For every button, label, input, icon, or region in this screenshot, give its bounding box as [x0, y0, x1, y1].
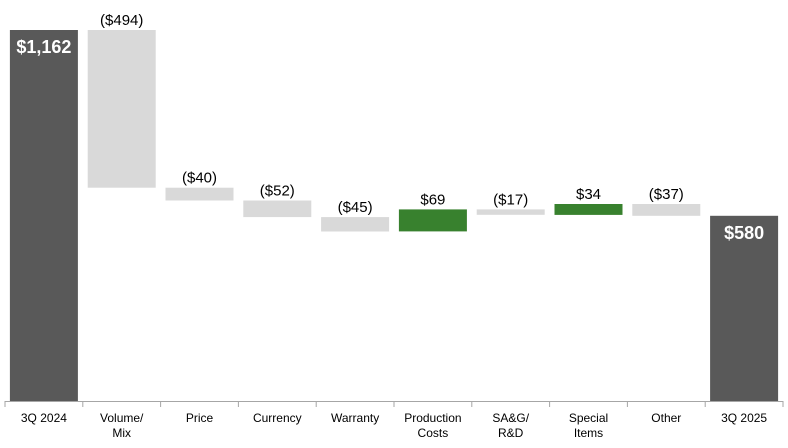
- data-label-4: ($45): [338, 199, 373, 216]
- data-label-7: $34: [576, 186, 601, 203]
- category-label-1-0: Volume/: [100, 411, 144, 425]
- category-label-0-0: 3Q 2024: [21, 411, 67, 425]
- category-label-9-0: 3Q 2025: [721, 411, 767, 425]
- category-label-4-0: Warranty: [331, 411, 379, 425]
- data-label-3: ($52): [260, 183, 295, 200]
- bar-0: [9, 30, 78, 401]
- category-label-6-1: R&D: [498, 426, 524, 440]
- category-label-5-0: Production: [404, 411, 461, 425]
- category-label-3-0: Currency: [253, 411, 302, 425]
- category-label-5-1: Costs: [418, 426, 449, 440]
- bar-9: [710, 215, 779, 401]
- category-label-7-0: Special: [569, 411, 608, 425]
- data-label-8: ($37): [649, 186, 684, 203]
- bar-5: [398, 209, 467, 232]
- bar-2: [165, 187, 234, 201]
- category-label-8-0: Other: [651, 411, 681, 425]
- bar-7: [554, 204, 623, 215]
- category-label-1-1: Mix: [112, 426, 131, 440]
- data-label-5: $69: [420, 191, 445, 208]
- data-label-1: ($494): [100, 12, 143, 29]
- total-label-0: $1,162: [16, 37, 71, 57]
- bar-1: [87, 30, 156, 188]
- category-label-6-0: SA&G/: [492, 411, 529, 425]
- data-label-2: ($40): [182, 170, 217, 187]
- bar-8: [632, 204, 701, 216]
- bar-6: [476, 209, 545, 215]
- category-label-7-1: Items: [574, 426, 603, 440]
- bar-3: [243, 200, 312, 218]
- bar-4: [321, 217, 390, 232]
- total-label-9: $580: [724, 223, 764, 243]
- data-label-6: ($17): [493, 191, 528, 208]
- category-label-2-0: Price: [186, 411, 214, 425]
